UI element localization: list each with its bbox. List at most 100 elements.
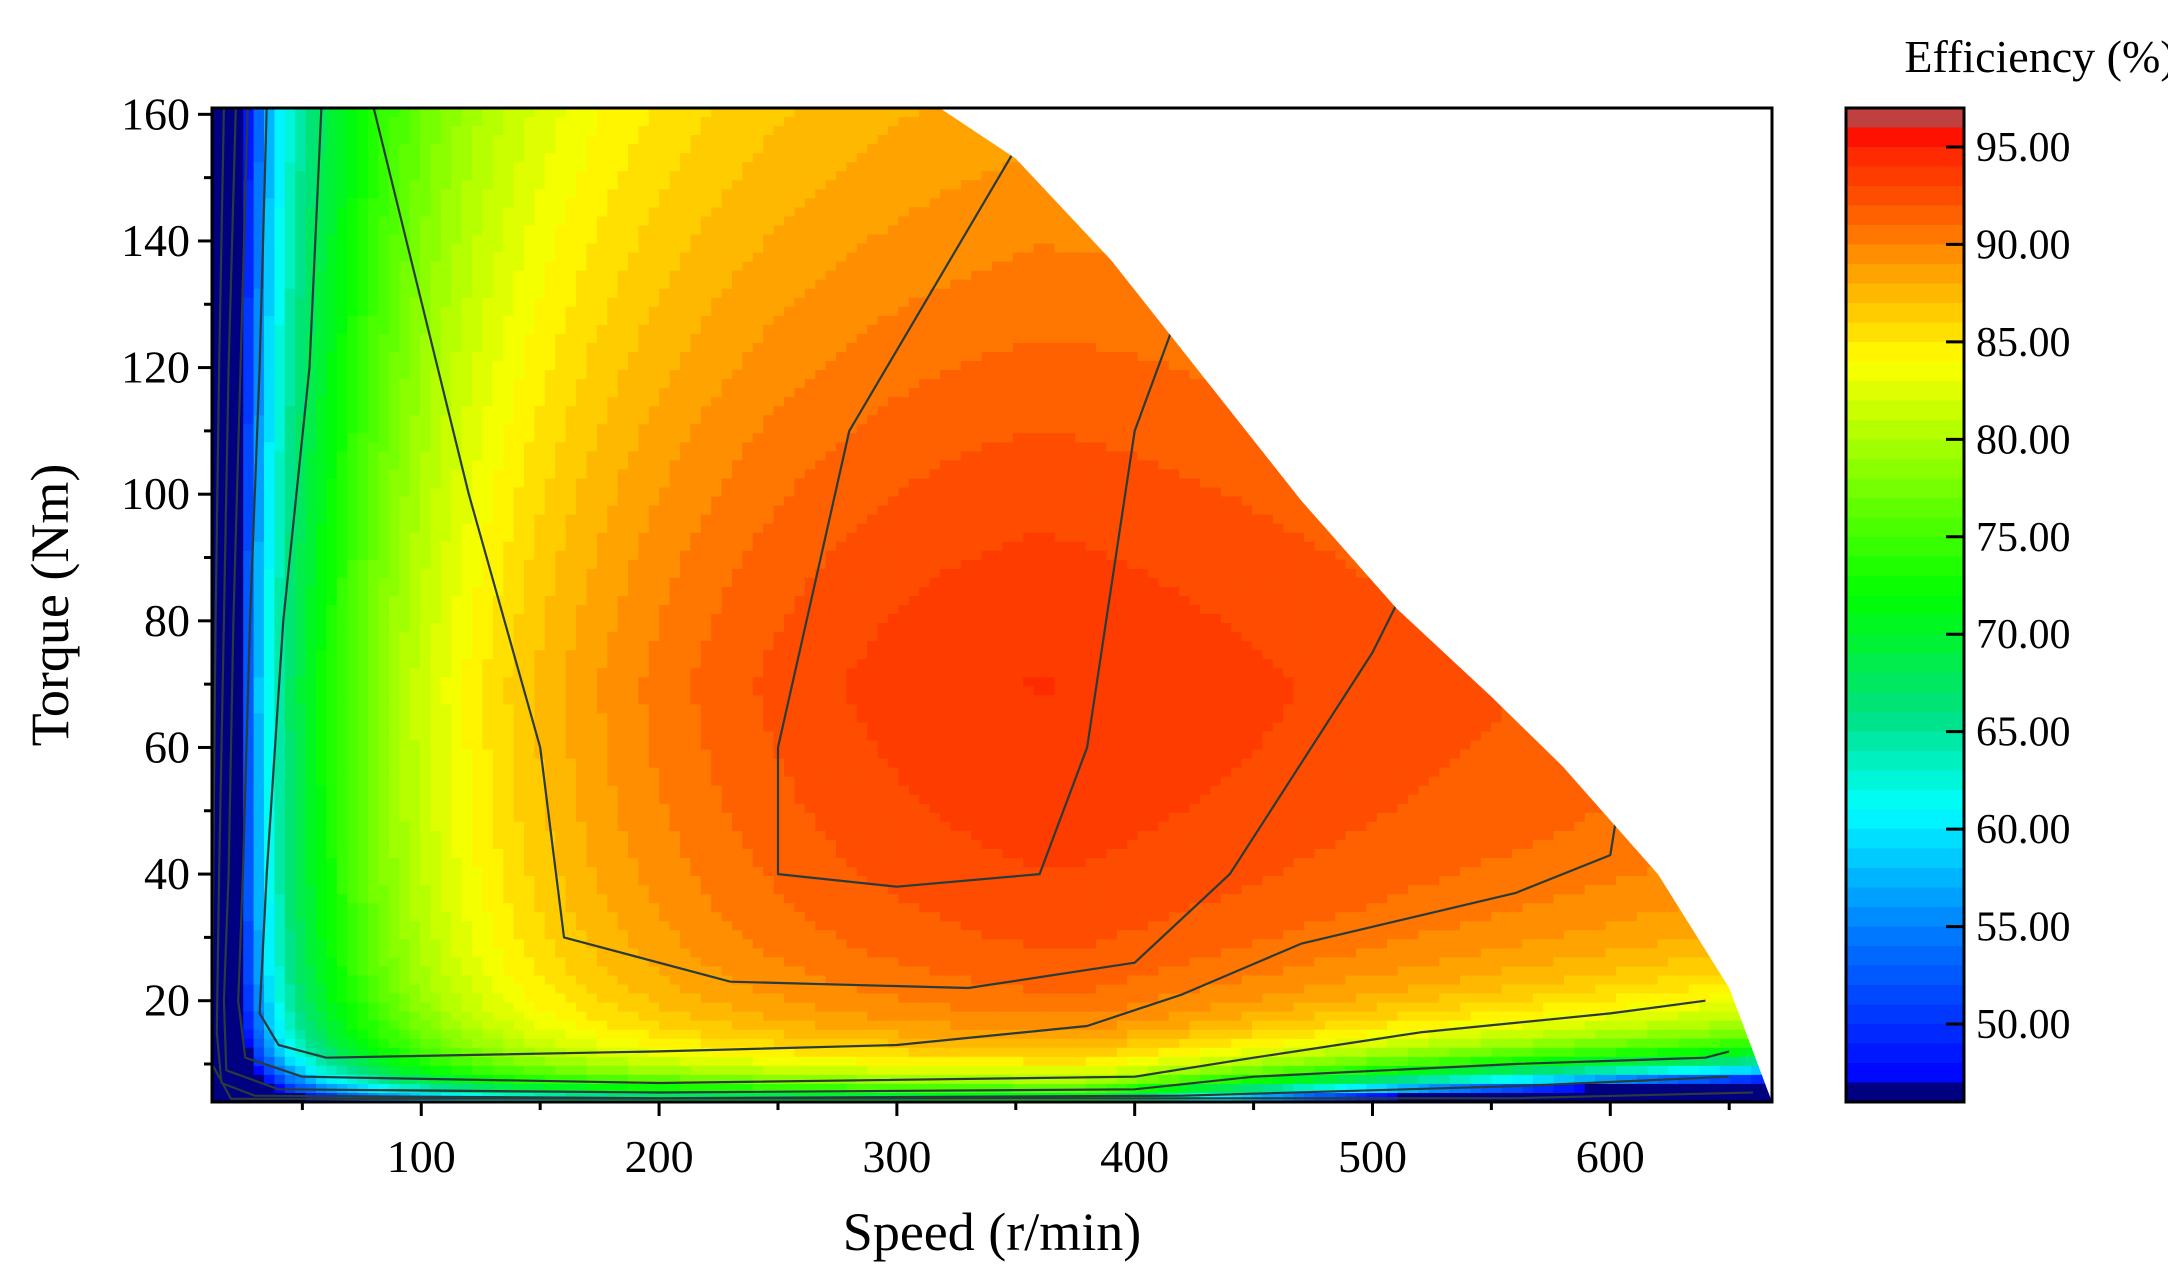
heat-cell bbox=[1470, 126, 1482, 136]
heat-cell bbox=[929, 108, 941, 118]
heat-cell bbox=[1148, 243, 1160, 254]
heat-cell bbox=[357, 225, 369, 236]
heat-cell bbox=[492, 279, 504, 290]
heat-cell bbox=[1418, 288, 1430, 299]
heat-cell bbox=[888, 234, 900, 245]
heat-cell bbox=[274, 234, 286, 245]
heat-cell bbox=[399, 126, 411, 136]
heat-cell bbox=[1584, 189, 1596, 200]
heat-cell bbox=[388, 279, 400, 290]
heat-cell bbox=[368, 370, 380, 380]
heat-cell bbox=[638, 388, 650, 398]
heat-cell bbox=[326, 252, 338, 263]
heat-cell bbox=[212, 361, 224, 371]
heat-cell bbox=[908, 126, 920, 136]
heat-cell bbox=[596, 351, 608, 362]
heat-cell bbox=[316, 397, 328, 407]
heat-cell bbox=[1512, 252, 1524, 263]
heat-cell bbox=[503, 144, 515, 154]
heat-cell bbox=[648, 153, 660, 164]
heat-cell bbox=[347, 342, 359, 353]
heat-cell bbox=[482, 189, 494, 200]
heat-cell bbox=[1314, 153, 1326, 164]
heat-cell bbox=[326, 144, 338, 154]
heat-cell bbox=[1647, 351, 1659, 362]
heat-cell bbox=[1668, 361, 1680, 371]
heat-cell bbox=[1064, 189, 1076, 200]
heat-cell bbox=[804, 252, 816, 263]
heat-cell bbox=[326, 288, 338, 299]
heat-cell bbox=[1439, 180, 1451, 191]
heat-cell bbox=[836, 379, 848, 389]
heat-cell bbox=[773, 243, 785, 254]
heat-cell bbox=[856, 216, 868, 227]
heat-cell bbox=[576, 406, 588, 417]
heat-cell bbox=[1553, 261, 1565, 272]
heat-cell bbox=[877, 117, 889, 127]
heat-cell bbox=[388, 225, 400, 236]
heat-cell bbox=[680, 406, 692, 417]
heat-cell bbox=[430, 397, 442, 407]
heat-cell bbox=[1231, 171, 1243, 182]
heat-cell bbox=[1574, 216, 1586, 227]
heat-cell bbox=[908, 243, 920, 254]
heat-cell bbox=[534, 243, 546, 254]
heat-cell bbox=[1324, 279, 1336, 290]
heat-cell bbox=[586, 388, 598, 398]
heat-cell bbox=[1002, 315, 1014, 326]
heat-cell bbox=[888, 379, 900, 389]
heat-cell bbox=[669, 189, 681, 200]
heat-cell bbox=[1512, 225, 1524, 236]
heat-cell bbox=[586, 198, 598, 209]
heat-cell bbox=[399, 397, 411, 407]
heat-cell bbox=[700, 162, 712, 173]
heat-cell bbox=[1210, 361, 1222, 371]
heat-cell bbox=[1023, 379, 1035, 389]
heat-cell bbox=[1439, 315, 1451, 326]
heat-cell bbox=[700, 388, 712, 398]
heat-cell bbox=[846, 180, 858, 191]
heat-cell bbox=[1657, 306, 1669, 317]
heat-cell bbox=[1449, 216, 1461, 227]
heat-cell bbox=[368, 379, 380, 389]
heat-cell bbox=[524, 397, 536, 407]
heat-cell bbox=[815, 207, 827, 218]
heat-cell bbox=[971, 117, 983, 127]
heat-cell bbox=[1241, 279, 1253, 290]
heat-cell bbox=[451, 297, 463, 308]
heat-cell bbox=[409, 207, 421, 218]
heat-cell bbox=[1293, 342, 1305, 353]
heat-cell bbox=[971, 351, 983, 362]
heat-cell bbox=[1002, 261, 1014, 272]
heat-cell bbox=[752, 117, 764, 127]
heat-cell bbox=[326, 333, 338, 344]
heat-cell bbox=[1231, 180, 1243, 191]
heat-cell bbox=[534, 261, 546, 272]
heat-cell bbox=[1200, 216, 1212, 227]
heat-cell bbox=[212, 126, 224, 136]
heat-cell bbox=[284, 144, 296, 154]
heat-cell bbox=[659, 117, 671, 127]
heat-cell bbox=[544, 225, 556, 236]
heat-cell bbox=[1512, 315, 1524, 326]
heat-cell bbox=[680, 397, 692, 407]
heat-cell bbox=[1044, 324, 1056, 335]
heat-cell bbox=[1335, 144, 1347, 154]
heat-cell bbox=[1044, 234, 1056, 245]
heat-cell bbox=[763, 108, 775, 118]
heat-cell bbox=[732, 315, 744, 326]
heat-cell bbox=[752, 198, 764, 209]
heat-cell bbox=[1605, 189, 1617, 200]
heat-cell bbox=[1085, 198, 1097, 209]
heat-cell bbox=[1532, 288, 1544, 299]
heat-cell bbox=[440, 198, 452, 209]
heat-cell bbox=[1033, 117, 1045, 127]
heat-cell bbox=[1085, 361, 1097, 371]
heat-cell bbox=[721, 198, 733, 209]
heat-cell bbox=[1512, 162, 1524, 173]
heat-cell bbox=[1075, 397, 1087, 407]
heat-cell bbox=[638, 171, 650, 182]
heat-cell bbox=[1449, 198, 1461, 209]
heat-cell bbox=[669, 351, 681, 362]
heat-cell bbox=[607, 171, 619, 182]
